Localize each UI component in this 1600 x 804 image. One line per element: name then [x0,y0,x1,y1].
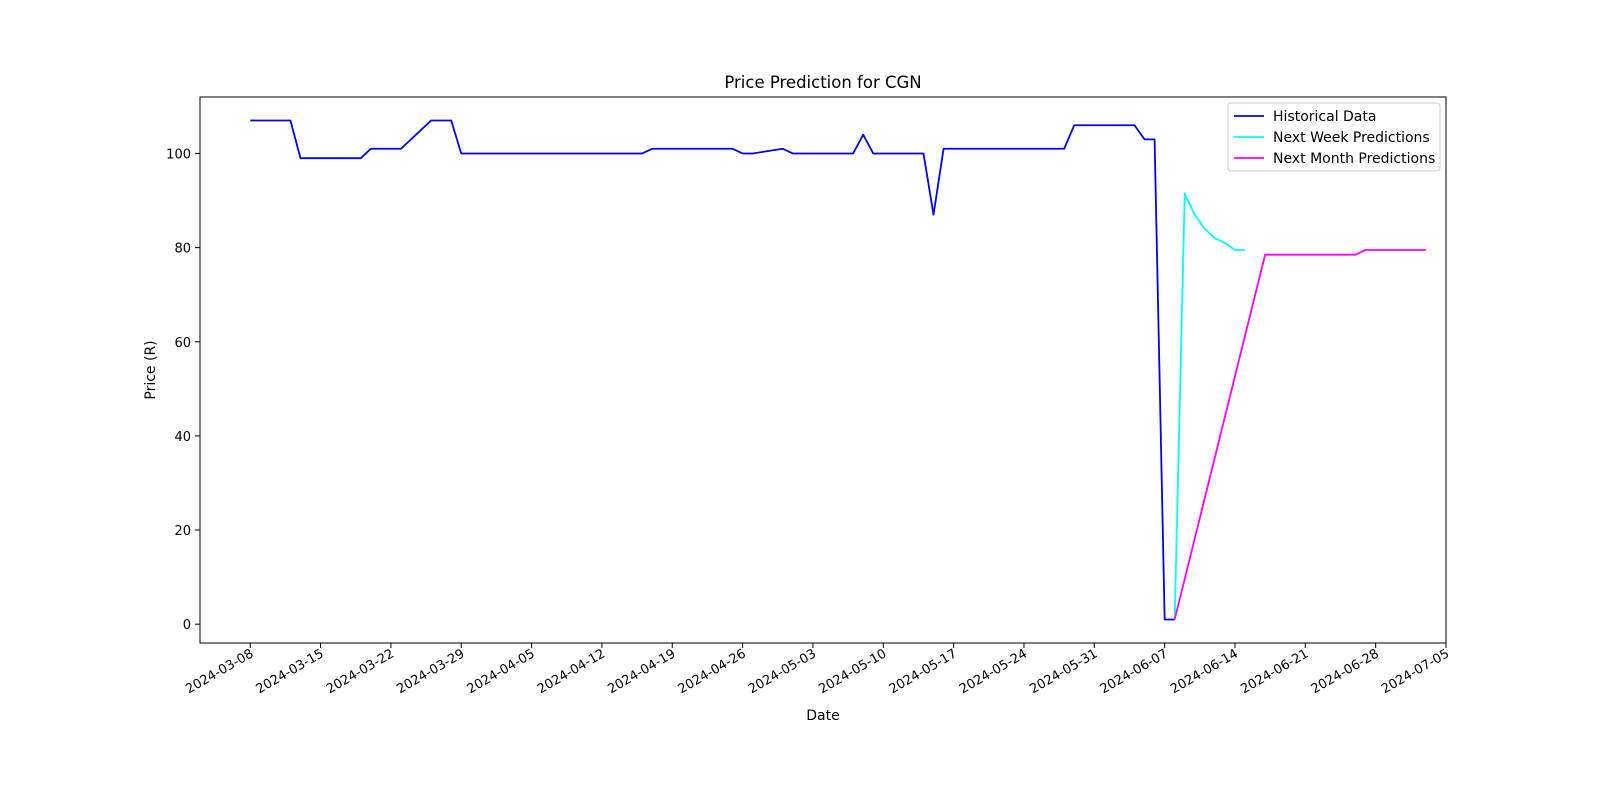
x-tick-label: 2024-03-22 [324,646,397,697]
y-tick-label: 0 [183,618,191,633]
series-line-1 [250,119,1175,621]
y-tick-label: 20 [174,524,191,539]
x-axis-title: Date [806,708,839,724]
legend: Historical Data Next Week Predictions Next… [1227,102,1441,172]
legend-box [1227,102,1441,172]
x-tick-label: 2024-06-21 [1238,646,1311,697]
legend-label: Historical Data [1273,109,1376,125]
x-tick-label: 2024-05-24 [957,646,1030,697]
plot-area-frame [199,96,1447,644]
x-tick-label: 2024-04-12 [535,646,608,697]
x-tick-label: 2024-06-28 [1309,646,1382,697]
x-axis: 2024-03-082024-03-152024-03-222024-03-29… [183,643,1452,697]
y-tick-label: 80 [174,242,191,257]
legend-label: Next Week Predictions [1273,130,1430,146]
series-line-3 [1173,249,1426,620]
x-tick-label: 2024-04-05 [465,646,538,697]
x-tick-label: 2024-05-10 [816,646,889,697]
x-tick-label: 2024-03-08 [183,646,256,697]
y-tick-label: 60 [174,336,191,351]
x-tick-label: 2024-03-29 [394,646,467,697]
lines-layer [250,119,1426,621]
x-tick-label: 2024-06-14 [1168,646,1241,697]
x-tick-label: 2024-06-07 [1098,646,1171,697]
x-tick-label: 2024-03-15 [254,646,327,697]
x-tick-label: 2024-05-31 [1027,646,1100,697]
y-tick-label: 40 [174,430,191,445]
x-tick-label: 2024-05-17 [887,646,960,697]
y-tick-label: 100 [166,147,191,162]
x-tick-label: 2024-05-03 [746,646,819,697]
x-tick-label: 2024-07-05 [1379,646,1452,697]
y-axis-title: Price (R) [143,340,159,399]
y-axis: 0 20 40 60 80 100 [166,147,200,633]
series-line-2 [1173,192,1246,620]
legend-label: Next Month Predictions [1273,151,1435,167]
x-tick-label: 2024-04-19 [605,646,678,697]
x-tick-label: 2024-04-26 [676,646,749,697]
chart-title: Price Prediction for CGN [724,73,921,92]
